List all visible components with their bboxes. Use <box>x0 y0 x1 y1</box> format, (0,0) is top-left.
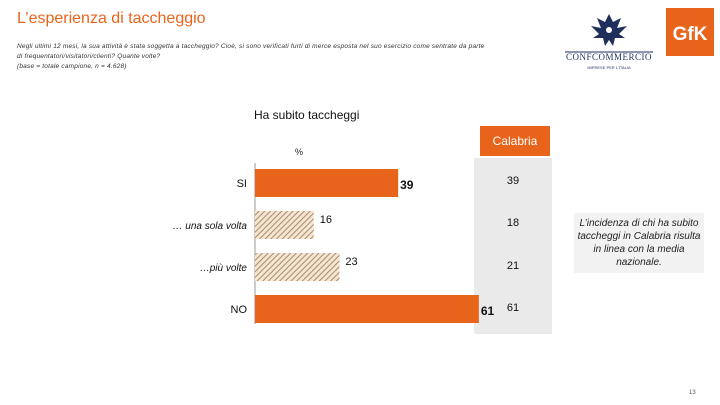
gfk-logo: GfK <box>666 8 714 56</box>
confcommercio-wordmark: CONFCOMMERCIO <box>566 52 652 62</box>
value-label-no: 61 <box>481 304 495 318</box>
bar-si <box>255 169 399 197</box>
category-label-piu-volte: …più volte <box>200 263 248 274</box>
question-base-line: (base = totale campione, n = 4.628) <box>17 63 127 70</box>
category-label-una-volta: … una sola volta <box>173 221 248 232</box>
eagle-emblem-icon: CONFCOMMERCIO IMPRESE PER L’ITALIA <box>565 14 653 70</box>
confcommercio-tagline: IMPRESE PER L’ITALIA <box>587 65 631 70</box>
value-label-piu-volte: 23 <box>345 256 357 268</box>
unit-label: % <box>295 147 303 157</box>
commentary-box: L’incidenza di chi ha subito taccheggi i… <box>574 213 704 273</box>
bar-piu-volte <box>255 253 340 281</box>
commentary-text: L’incidenza di chi ha subito taccheggi i… <box>577 218 701 268</box>
calabria-value-una-volta: 18 <box>506 217 520 229</box>
calabria-value-piu-volte: 21 <box>506 260 520 272</box>
gfk-wordmark: GfK <box>673 24 708 45</box>
category-label-no: NO <box>231 304 248 316</box>
confcommercio-logo: CONFCOMMERCIO IMPRESE PER L’ITALIA <box>559 8 659 72</box>
survey-question: Negli ultimi 12 mesi, la sua attività è … <box>17 42 557 72</box>
calabria-panel: 39 18 21 61 <box>474 158 552 334</box>
calabria-header: Calabria <box>480 126 550 156</box>
page-title: L’esperienza di taccheggio <box>17 10 206 27</box>
value-label-si: 39 <box>400 178 414 192</box>
calabria-value-si: 39 <box>506 175 520 187</box>
question-line: Negli ultimi 12 mesi, la sua attività è … <box>17 43 485 50</box>
question-line: di frequentatori/visitatori/clienti? Qua… <box>17 53 161 60</box>
category-label-si: SI <box>237 178 247 190</box>
calabria-value-no: 61 <box>506 302 520 314</box>
bar-no <box>255 295 479 323</box>
value-label-una-volta: 16 <box>320 214 332 226</box>
chart-title: Ha subito taccheggi <box>254 108 360 122</box>
bar-una-volta <box>255 211 314 239</box>
page-number: 13 <box>689 390 696 396</box>
